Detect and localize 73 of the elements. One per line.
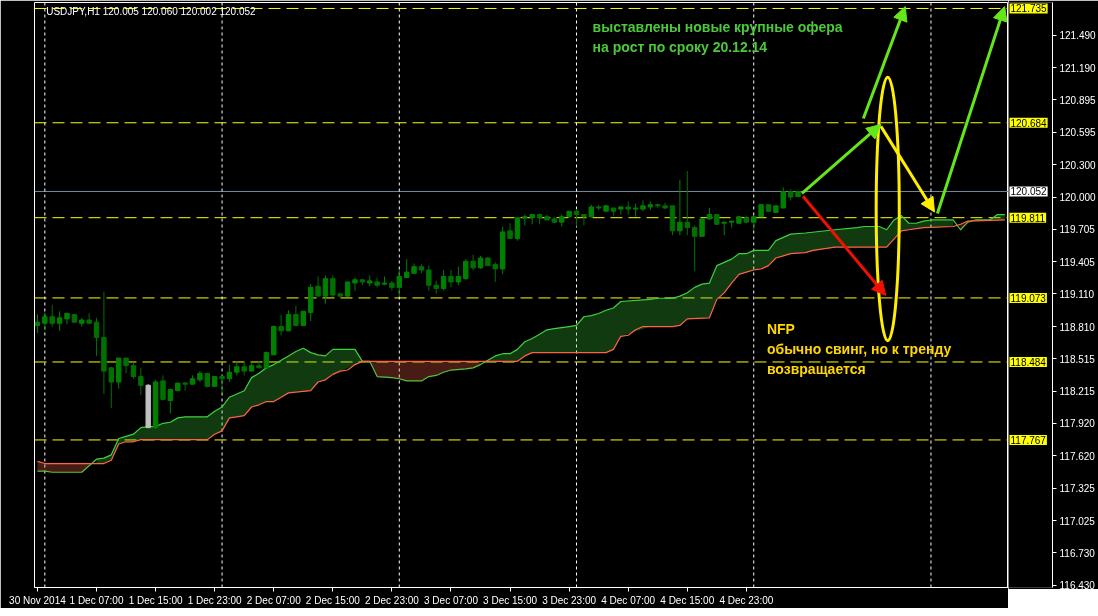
candlestick bbox=[285, 309, 292, 332]
candlestick bbox=[581, 214, 587, 226]
candlestick bbox=[256, 360, 262, 369]
x-tick-label: 30 Nov 2014 bbox=[9, 594, 67, 606]
x-tick-label: 1 Dec 07:00 bbox=[69, 594, 124, 606]
candlestick bbox=[138, 367, 144, 396]
y-tick-label: 117.325 bbox=[1059, 483, 1096, 495]
y-tick-label: 119.110 bbox=[1059, 288, 1095, 300]
candlestick bbox=[448, 269, 454, 288]
annotation: NFP обычно свинг, но к тренду возвращается bbox=[766, 321, 952, 378]
candlestick bbox=[160, 374, 166, 401]
candlestick bbox=[396, 269, 402, 297]
y-tick-label: 119.405 bbox=[1059, 256, 1096, 268]
y-tick-label: 118.215 bbox=[1059, 386, 1096, 398]
candlestick bbox=[440, 269, 447, 292]
y-tick-label: 117.620 bbox=[1059, 450, 1096, 462]
annotation: выставлены новые крупные офера на рост по сроку 20.12.14 bbox=[592, 18, 843, 55]
y-tick-label: 117.025 bbox=[1059, 515, 1096, 527]
candlestick bbox=[56, 310, 63, 332]
y-tick-label: 119.705 bbox=[1059, 224, 1096, 236]
x-tick-label: 2 Dec 23:00 bbox=[364, 594, 420, 606]
y-tick-label: 116.430 bbox=[1059, 580, 1096, 592]
candlestick bbox=[507, 222, 513, 239]
candlestick bbox=[463, 258, 469, 281]
x-tick-label: 3 Dec 23:00 bbox=[542, 594, 597, 606]
candlestick bbox=[426, 265, 432, 292]
candlestick bbox=[34, 314, 41, 334]
candlestick bbox=[49, 304, 55, 328]
ref-line-label: 120.684 bbox=[1010, 117, 1048, 129]
x-tick-label: 1 Dec 23:00 bbox=[187, 594, 243, 606]
ref-line-label: 117.767 bbox=[1010, 434, 1047, 446]
candlestick bbox=[677, 179, 683, 236]
candlestick bbox=[322, 274, 329, 305]
y-tick-label: 120.300 bbox=[1059, 159, 1097, 171]
y-tick-label: 120.595 bbox=[1059, 127, 1097, 139]
candlestick bbox=[278, 314, 284, 336]
candlestick bbox=[684, 170, 690, 236]
y-tick-label: 120.000 bbox=[1059, 192, 1097, 204]
x-tick-label: 2 Dec 15:00 bbox=[305, 594, 361, 606]
candlestick bbox=[691, 224, 698, 272]
chart-title: USDJPY,H1 120.005 120.060 120.002 120.052 bbox=[46, 5, 257, 17]
ref-line-label: 118.484 bbox=[1010, 356, 1047, 368]
candlestick bbox=[123, 357, 129, 374]
candlestick bbox=[293, 305, 299, 328]
x-tick-label: 4 Dec 07:00 bbox=[601, 594, 656, 606]
ref-line-label: 120.052 bbox=[1010, 186, 1048, 198]
x-tick-label: 3 Dec 07:00 bbox=[424, 594, 479, 606]
y-tick-label: 121.490 bbox=[1059, 30, 1097, 42]
candlestick bbox=[514, 217, 521, 242]
candlestick bbox=[315, 276, 321, 297]
ref-line-label: 121.735 bbox=[1010, 3, 1048, 15]
candlestick bbox=[115, 357, 122, 390]
x-tick-label: 4 Dec 15:00 bbox=[660, 594, 715, 606]
y-tick-label: 118.515 bbox=[1059, 353, 1096, 365]
y-tick-label: 120.895 bbox=[1059, 94, 1097, 106]
candlestick bbox=[470, 254, 476, 271]
candlestick bbox=[167, 388, 174, 415]
y-tick-label: 121.190 bbox=[1059, 62, 1097, 74]
candlestick bbox=[86, 312, 92, 324]
candlestick bbox=[219, 373, 225, 394]
x-tick-label: 4 Dec 23:00 bbox=[719, 594, 774, 606]
x-tick-label: 2 Dec 07:00 bbox=[246, 594, 302, 606]
y-tick-label: 118.810 bbox=[1059, 321, 1096, 333]
x-tick-label: 1 Dec 15:00 bbox=[128, 594, 184, 606]
x-tick-label: 3 Dec 15:00 bbox=[483, 594, 538, 606]
candlestick bbox=[93, 317, 100, 357]
candlestick bbox=[182, 381, 188, 392]
y-tick-label: 117.920 bbox=[1059, 418, 1096, 430]
ref-line-label: 119.811 bbox=[1010, 212, 1046, 224]
candlestick bbox=[455, 266, 462, 286]
candlestick bbox=[352, 277, 358, 292]
y-tick-label: 116.730 bbox=[1059, 547, 1096, 559]
ref-line-label: 119.073 bbox=[1010, 292, 1047, 304]
